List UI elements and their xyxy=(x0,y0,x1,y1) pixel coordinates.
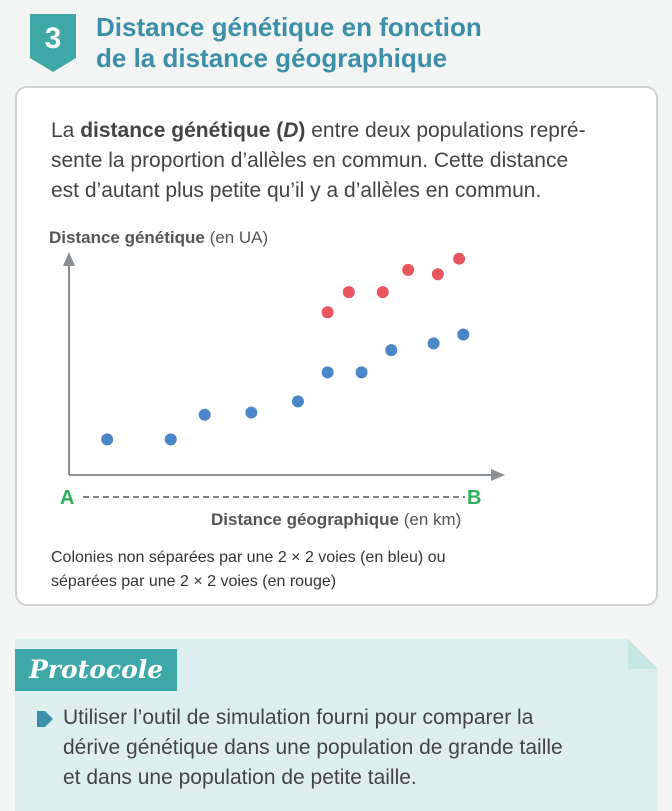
blue-data-point xyxy=(291,395,304,408)
intro-abbr-open: ( xyxy=(270,119,284,142)
blue-data-point xyxy=(355,366,368,379)
y-axis-arrow xyxy=(63,252,75,266)
blue-data-point xyxy=(198,408,211,421)
protocol-text: Utiliser l’outil de simulation fourni po… xyxy=(63,703,643,793)
intro-abbr-close: ) xyxy=(298,119,306,142)
page-fold-corner xyxy=(628,639,658,669)
blue-data-point xyxy=(164,433,177,446)
intro-line-3: est d’autant plus petite qu’il y a d’all… xyxy=(51,179,542,202)
intro-abbr: D xyxy=(283,119,299,142)
section-title-line-2: de la distance géographique xyxy=(96,43,448,73)
point-a-label: A xyxy=(60,487,74,509)
x-axis-label-text: Distance géographique xyxy=(211,510,399,529)
blue-data-point xyxy=(385,344,398,357)
x-axis-label: Distance géographique (en km) xyxy=(211,510,461,529)
red-data-point xyxy=(321,306,334,319)
section-title-line-1: Distance génétique en fonction xyxy=(96,12,482,42)
blue-data-point xyxy=(245,406,258,419)
red-data-point xyxy=(431,268,444,281)
y-axis-label-text: Distance génétique xyxy=(49,228,205,247)
protocol-line-3: et dans une population de petite taille. xyxy=(63,766,417,789)
protocol-tag: Protocole xyxy=(15,649,178,691)
point-b-label: B xyxy=(467,487,481,509)
protocol-box: Protocole Utiliser l’outil de simulation… xyxy=(15,639,658,811)
section-number-badge: 3 xyxy=(30,14,76,72)
y-axis-label: Distance génétique (en UA) xyxy=(49,228,268,247)
x-axis-arrow xyxy=(491,469,505,481)
red-data-point xyxy=(376,286,389,299)
scatter-chart: Distance génétique (en UA) A B Distance … xyxy=(49,228,505,529)
intro-paragraph: La distance génétique (D) entre deux pop… xyxy=(51,116,641,206)
intro-prefix: La xyxy=(51,119,81,142)
red-data-point xyxy=(402,263,415,276)
blue-data-point xyxy=(101,433,114,446)
blue-data-point xyxy=(321,366,334,379)
bullet-arrow-icon xyxy=(37,711,53,727)
intro-line-2: sente la proportion d’allèles en commun.… xyxy=(51,149,569,172)
chart-caption: Colonies non séparées par une 2 × 2 voie… xyxy=(51,546,611,594)
caption-line-1: Colonies non séparées par une 2 × 2 voie… xyxy=(51,549,446,566)
section-title: Distance génétique en fonction de la dis… xyxy=(96,12,482,74)
protocol-line-2: dérive génétique dans une population de … xyxy=(63,736,563,759)
section-number: 3 xyxy=(45,22,62,55)
protocol-line-1: Utiliser l’outil de simulation fourni po… xyxy=(63,706,534,729)
red-data-point xyxy=(342,286,355,299)
caption-line-2: séparées par une 2 × 2 voies (en rouge) xyxy=(51,573,337,590)
y-axis-label-unit: (en UA) xyxy=(205,228,268,247)
document-card: La distance génétique (D) entre deux pop… xyxy=(15,86,658,606)
intro-term: distance génétique xyxy=(80,119,271,142)
blue-data-point xyxy=(427,337,440,350)
intro-line-1-rest: entre deux populations repré- xyxy=(305,119,586,142)
x-axis-label-unit: (en km) xyxy=(399,510,461,529)
data-points xyxy=(101,252,470,446)
red-data-point xyxy=(453,252,466,265)
blue-data-point xyxy=(457,328,470,341)
